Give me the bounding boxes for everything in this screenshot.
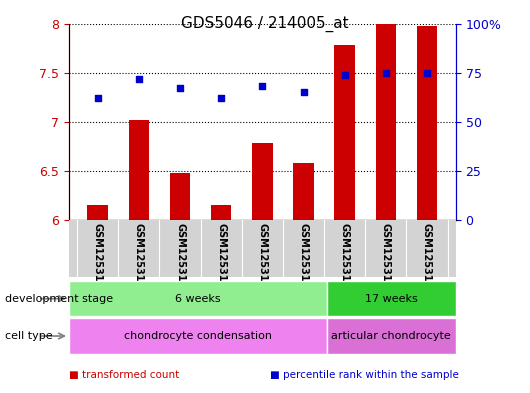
Point — [299, 89, 308, 95]
Text: GSM1253157: GSM1253157 — [134, 223, 144, 295]
FancyBboxPatch shape — [327, 281, 456, 316]
Text: GSM1253156: GSM1253156 — [93, 223, 103, 295]
FancyBboxPatch shape — [69, 281, 327, 316]
Point — [258, 83, 267, 90]
Bar — [170, 173, 190, 220]
Point — [423, 70, 431, 76]
Point — [176, 85, 184, 92]
Bar — [334, 45, 355, 220]
FancyBboxPatch shape — [69, 318, 327, 354]
Text: GSM1253159: GSM1253159 — [216, 223, 226, 295]
Text: development stage: development stage — [5, 294, 113, 304]
Text: GSM1253168: GSM1253168 — [340, 223, 350, 295]
Point — [93, 95, 102, 101]
Text: ■ percentile rank within the sample: ■ percentile rank within the sample — [270, 370, 459, 380]
Text: cell type: cell type — [5, 331, 53, 341]
Text: GSM1253161: GSM1253161 — [298, 223, 308, 295]
Text: GSM1253160: GSM1253160 — [258, 223, 267, 295]
Point — [340, 72, 349, 78]
Text: articular chondrocyte: articular chondrocyte — [331, 331, 451, 341]
FancyBboxPatch shape — [327, 318, 456, 354]
Text: 6 weeks: 6 weeks — [175, 294, 220, 304]
Point — [217, 95, 225, 101]
Bar — [87, 205, 108, 220]
Bar — [129, 120, 149, 220]
Text: chondrocyte condensation: chondrocyte condensation — [124, 331, 272, 341]
Point — [135, 75, 143, 82]
Point — [382, 70, 390, 76]
Bar — [417, 26, 437, 220]
Bar — [211, 205, 232, 220]
Text: ■ transformed count: ■ transformed count — [69, 370, 179, 380]
Text: GDS5046 / 214005_at: GDS5046 / 214005_at — [181, 16, 349, 32]
Text: GSM1253169: GSM1253169 — [381, 223, 391, 295]
Bar — [293, 163, 314, 220]
Bar — [252, 143, 272, 220]
Text: 17 weeks: 17 weeks — [365, 294, 418, 304]
Bar — [376, 24, 396, 220]
Text: GSM1253170: GSM1253170 — [422, 223, 432, 295]
Text: GSM1253158: GSM1253158 — [175, 223, 185, 295]
